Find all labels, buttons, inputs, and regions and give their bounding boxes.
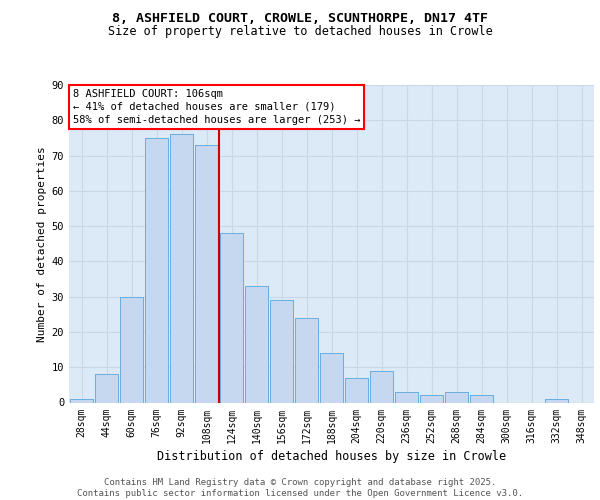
Bar <box>470 396 493 402</box>
Bar <box>170 134 193 402</box>
Bar <box>295 318 318 402</box>
Bar <box>395 392 418 402</box>
Bar <box>95 374 118 402</box>
Bar <box>245 286 268 403</box>
Bar <box>195 145 218 403</box>
Bar <box>145 138 168 402</box>
Bar <box>370 371 393 402</box>
Bar <box>445 392 468 402</box>
Bar <box>270 300 293 402</box>
Bar <box>120 296 143 403</box>
Bar <box>120 296 143 403</box>
Bar <box>245 286 268 403</box>
Bar <box>295 318 318 402</box>
Bar <box>70 399 93 402</box>
Bar <box>320 353 343 403</box>
Bar <box>420 396 443 402</box>
Text: 8, ASHFIELD COURT, CROWLE, SCUNTHORPE, DN17 4TF: 8, ASHFIELD COURT, CROWLE, SCUNTHORPE, D… <box>112 12 488 26</box>
Bar <box>220 233 243 402</box>
Bar <box>370 371 393 402</box>
Bar <box>545 399 568 402</box>
Bar <box>195 145 218 403</box>
Bar <box>320 353 343 403</box>
Text: Contains HM Land Registry data © Crown copyright and database right 2025.
Contai: Contains HM Land Registry data © Crown c… <box>77 478 523 498</box>
Bar <box>345 378 368 402</box>
Bar <box>445 392 468 402</box>
Bar <box>345 378 368 402</box>
X-axis label: Distribution of detached houses by size in Crowle: Distribution of detached houses by size … <box>157 450 506 462</box>
Bar <box>470 396 493 402</box>
Bar <box>70 399 93 402</box>
Bar <box>270 300 293 402</box>
Bar <box>395 392 418 402</box>
Bar <box>95 374 118 402</box>
Y-axis label: Number of detached properties: Number of detached properties <box>37 146 47 342</box>
Bar <box>220 233 243 402</box>
Bar <box>420 396 443 402</box>
Text: Size of property relative to detached houses in Crowle: Size of property relative to detached ho… <box>107 25 493 38</box>
Bar <box>170 134 193 402</box>
Text: 8 ASHFIELD COURT: 106sqm
← 41% of detached houses are smaller (179)
58% of semi-: 8 ASHFIELD COURT: 106sqm ← 41% of detach… <box>73 88 360 125</box>
Bar <box>545 399 568 402</box>
Bar <box>145 138 168 402</box>
